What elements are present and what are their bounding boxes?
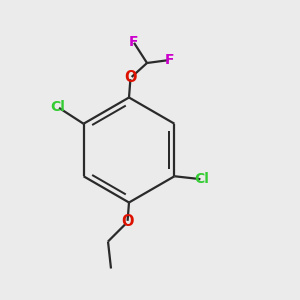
Text: O: O [124,70,137,86]
Text: F: F [129,35,138,49]
Text: O: O [121,214,134,230]
Text: F: F [165,53,174,67]
Text: Cl: Cl [194,172,209,186]
Text: Cl: Cl [51,100,65,114]
